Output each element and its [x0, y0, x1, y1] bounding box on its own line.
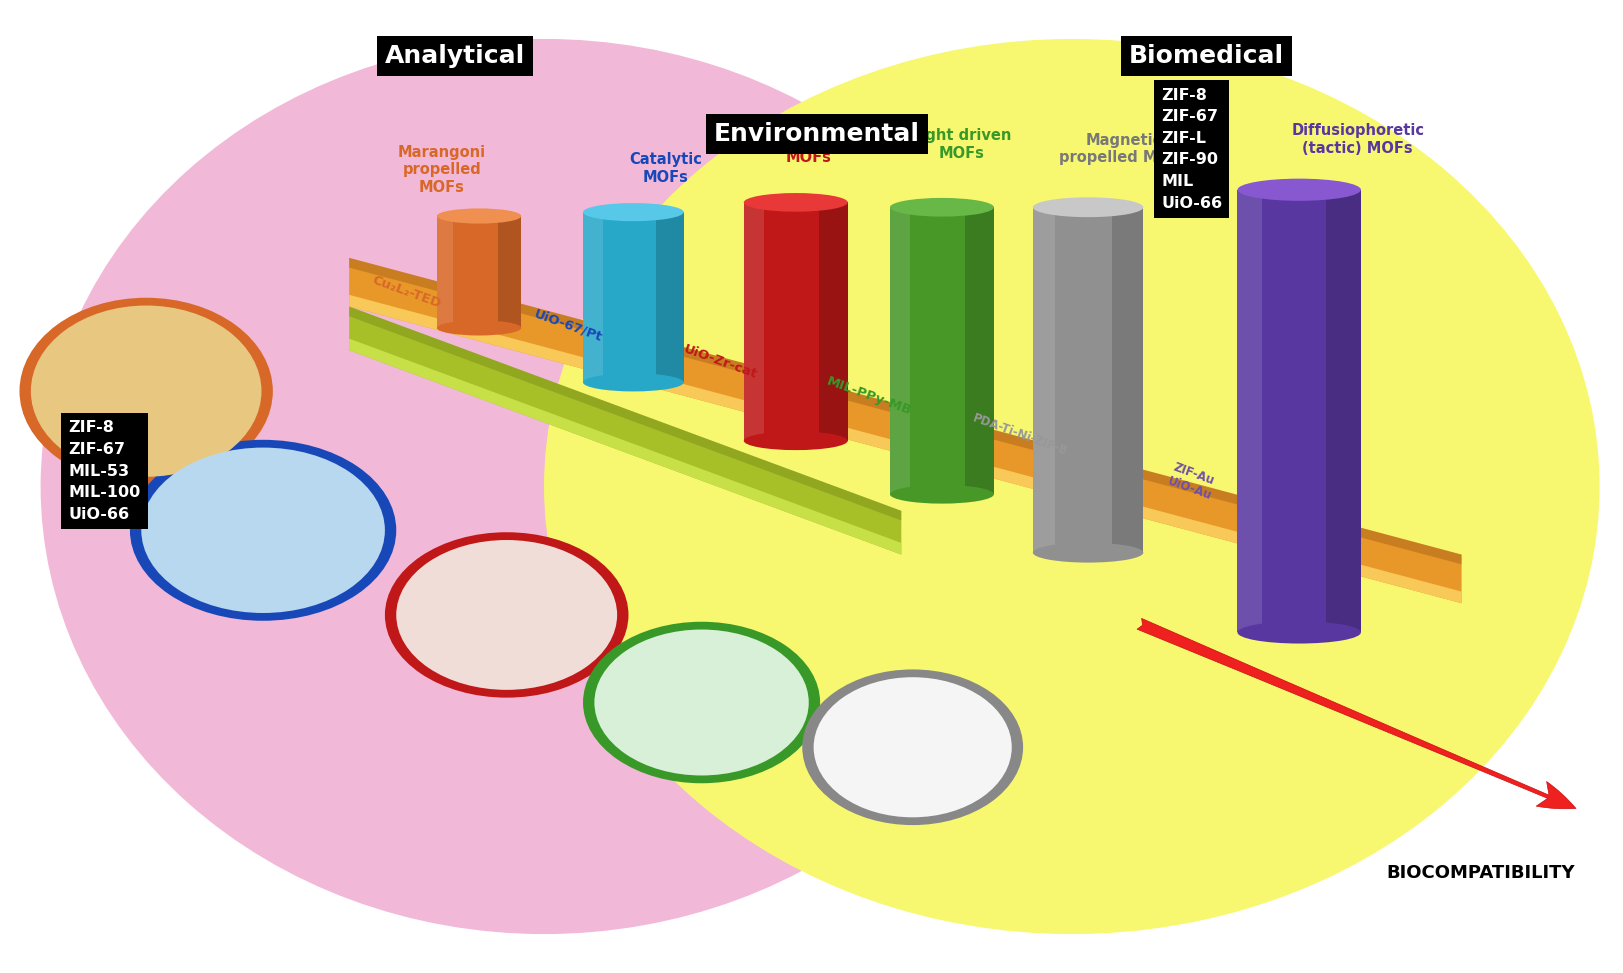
Ellipse shape — [889, 198, 993, 217]
Text: Light driven
MOFs: Light driven MOFs — [911, 128, 1011, 161]
Polygon shape — [497, 216, 521, 328]
Ellipse shape — [396, 540, 617, 690]
Ellipse shape — [594, 630, 808, 775]
Text: Diffusiophoretic
(tactic) MOFs: Diffusiophoretic (tactic) MOFs — [1290, 124, 1423, 156]
Text: Magnetic
propelled MOFs: Magnetic propelled MOFs — [1058, 133, 1188, 165]
Polygon shape — [656, 212, 683, 382]
Text: Biocatalytic
MOFs: Biocatalytic MOFs — [760, 133, 857, 165]
Polygon shape — [349, 258, 1461, 564]
Ellipse shape — [19, 298, 273, 485]
Ellipse shape — [1237, 622, 1360, 643]
Polygon shape — [583, 212, 602, 382]
Text: Analytical: Analytical — [385, 45, 524, 68]
Polygon shape — [1112, 207, 1143, 553]
Ellipse shape — [583, 622, 820, 783]
Ellipse shape — [385, 532, 628, 698]
Ellipse shape — [41, 39, 1047, 934]
Text: UiO-Zr-cat: UiO-Zr-cat — [682, 342, 760, 381]
Bar — [583, 212, 683, 382]
Ellipse shape — [1237, 179, 1360, 200]
Text: UiO-67/Pt: UiO-67/Pt — [532, 307, 604, 344]
Ellipse shape — [130, 440, 396, 621]
Ellipse shape — [583, 203, 683, 221]
Polygon shape — [964, 207, 993, 494]
Ellipse shape — [813, 677, 1011, 817]
Ellipse shape — [743, 431, 847, 450]
Polygon shape — [818, 202, 847, 441]
Polygon shape — [743, 202, 764, 441]
Ellipse shape — [31, 306, 261, 477]
Ellipse shape — [437, 320, 521, 336]
Ellipse shape — [583, 374, 683, 391]
Text: Environmental: Environmental — [714, 123, 919, 146]
Ellipse shape — [802, 669, 1022, 825]
Polygon shape — [1032, 207, 1053, 553]
Polygon shape — [349, 306, 901, 555]
Text: Catalytic
MOFs: Catalytic MOFs — [630, 153, 701, 185]
Bar — [437, 216, 521, 328]
Text: ZIF-8
ZIF-67
ZIF-L
ZIF-90
MIL
UiO-66: ZIF-8 ZIF-67 ZIF-L ZIF-90 MIL UiO-66 — [1160, 88, 1222, 210]
Ellipse shape — [1032, 198, 1143, 217]
Ellipse shape — [437, 208, 521, 224]
Ellipse shape — [141, 448, 385, 613]
Bar — [1237, 190, 1360, 632]
Polygon shape — [349, 339, 901, 555]
Polygon shape — [349, 306, 901, 521]
Polygon shape — [889, 207, 911, 494]
Bar — [743, 202, 847, 441]
Ellipse shape — [743, 193, 847, 212]
Text: BIOCOMPATIBILITY: BIOCOMPATIBILITY — [1386, 864, 1574, 882]
Ellipse shape — [544, 39, 1599, 934]
Text: MIL-PPy-MB: MIL-PPy-MB — [824, 375, 914, 417]
Polygon shape — [1237, 190, 1261, 632]
Bar — [889, 207, 993, 494]
Polygon shape — [349, 258, 1461, 603]
Text: Cu₂L₂-TED: Cu₂L₂-TED — [370, 273, 443, 310]
Polygon shape — [1326, 190, 1360, 632]
Bar — [1032, 207, 1143, 553]
Polygon shape — [349, 295, 1461, 603]
Text: PDA-Ti-Ni-ZIF-8: PDA-Ti-Ni-ZIF-8 — [971, 412, 1070, 458]
Text: ZIF-Au
UiO-Au: ZIF-Au UiO-Au — [1165, 460, 1219, 503]
Polygon shape — [437, 216, 453, 328]
Text: ZIF-8
ZIF-67
MIL-53
MIL-100
UiO-66: ZIF-8 ZIF-67 MIL-53 MIL-100 UiO-66 — [68, 420, 140, 522]
Text: Biomedical: Biomedical — [1128, 45, 1284, 68]
Text: Marangoni
propelled
MOFs: Marangoni propelled MOFs — [398, 145, 485, 195]
Ellipse shape — [1032, 543, 1143, 562]
Ellipse shape — [889, 485, 993, 504]
